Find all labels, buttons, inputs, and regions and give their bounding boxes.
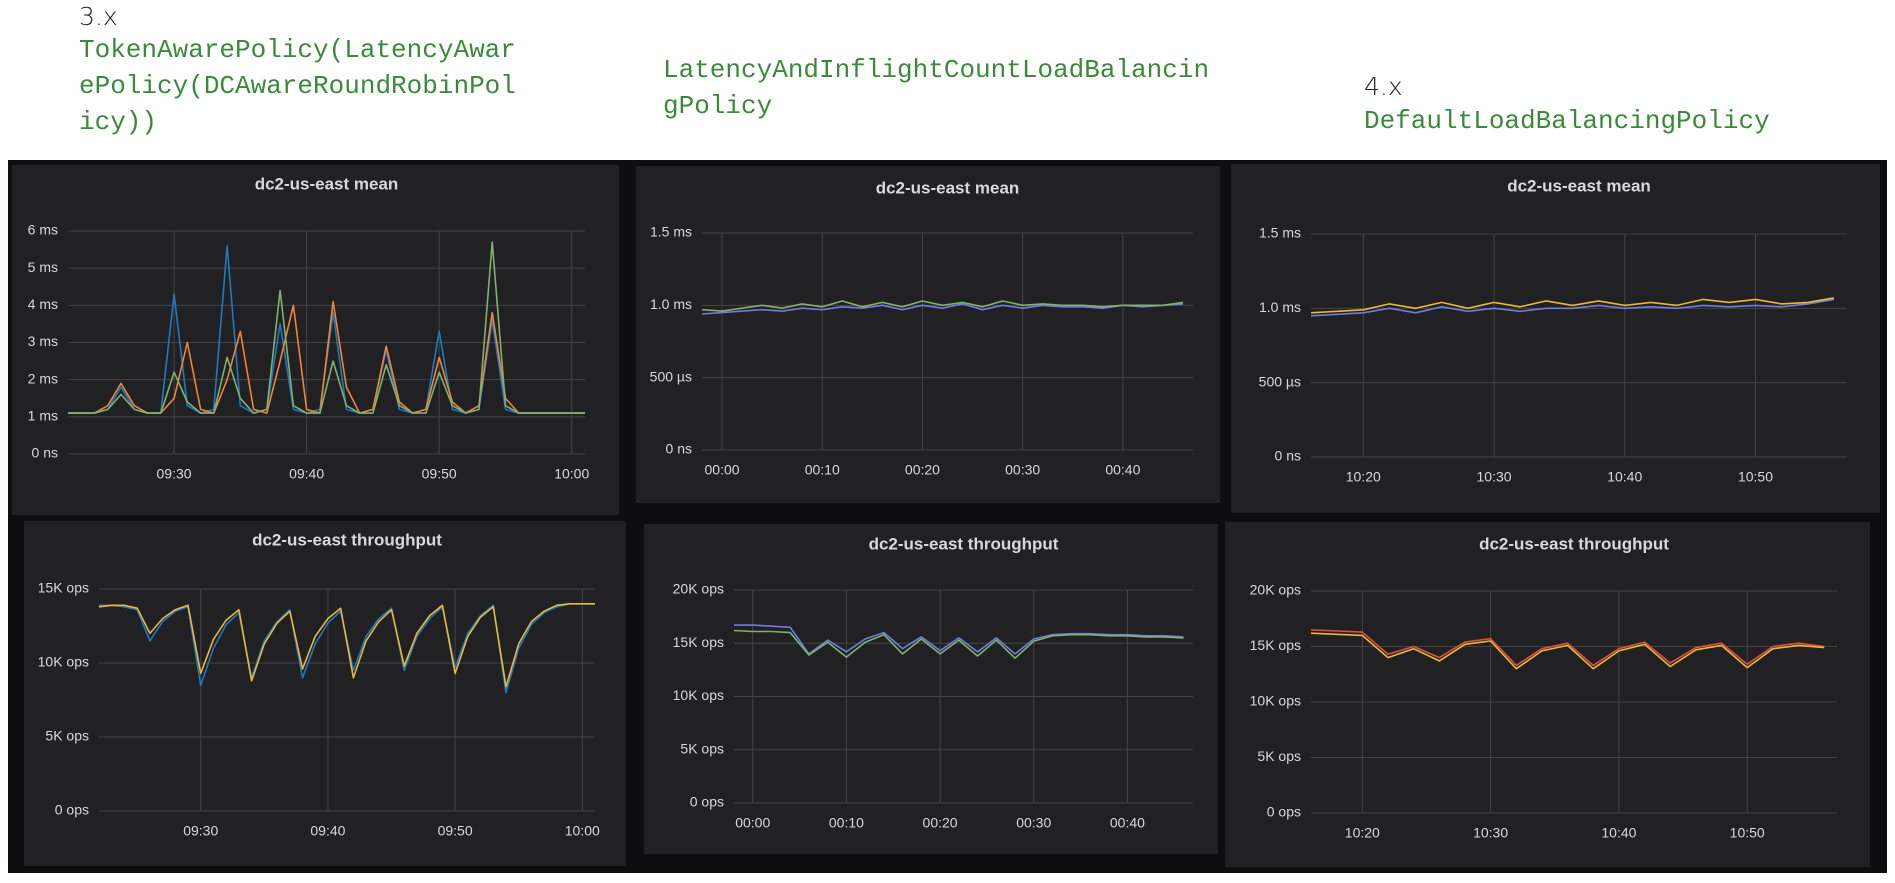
x-tick-label: 09:30	[183, 823, 218, 839]
series-line	[68, 241, 585, 414]
x-tick-label: 00:30	[1005, 462, 1040, 478]
y-tick-label: 0 ns	[666, 441, 692, 457]
x-tick-label: 00:10	[829, 815, 864, 831]
y-tick-label: 1.0 ms	[650, 296, 692, 312]
y-tick-label: 500 µs	[1259, 373, 1301, 389]
series-line	[98, 603, 595, 688]
chart-title: dc2-us-east throughput	[252, 530, 442, 549]
y-tick-label: 2 ms	[28, 370, 58, 386]
y-tick-label: 15K ops	[38, 580, 89, 596]
x-tick-label: 00:20	[905, 462, 940, 478]
x-tick-label: 09:50	[422, 466, 457, 482]
x-tick-label: 09:40	[310, 823, 345, 839]
chart-title: dc2-us-east mean	[255, 174, 399, 193]
y-tick-label: 15K ops	[673, 634, 724, 650]
series-line	[1310, 297, 1835, 314]
policy: TokenAwarePolicy(LatencyAwarePolicy(DCAw…	[79, 35, 516, 137]
y-tick-label: 15K ops	[1250, 637, 1301, 653]
x-tick-label: 10:00	[565, 823, 600, 839]
x-tick-label: 10:50	[1738, 469, 1773, 485]
y-tick-label: 20K ops	[1250, 582, 1301, 598]
panel	[636, 166, 1220, 503]
y-tick-label: 10K ops	[1250, 693, 1301, 709]
policy: DefaultLoadBalancingPolicy	[1364, 106, 1770, 136]
x-tick-label: 00:00	[735, 815, 770, 831]
y-tick-label: 1.5 ms	[1259, 225, 1301, 241]
version: 4.x	[1364, 72, 1403, 101]
y-tick-label: 6 ms	[28, 222, 58, 238]
panel	[12, 165, 619, 515]
panel	[1225, 522, 1870, 867]
chart-title: dc2-us-east mean	[1507, 176, 1651, 195]
y-tick-label: 500 µs	[650, 368, 692, 384]
x-tick-label: 10:50	[1730, 825, 1765, 841]
x-tick-label: 00:40	[1105, 462, 1140, 478]
y-tick-label: 1 ms	[28, 408, 58, 424]
x-tick-label: 09:50	[438, 823, 473, 839]
chart-title: dc2-us-east throughput	[869, 534, 1059, 553]
y-tick-label: 5K ops	[45, 728, 89, 744]
y-tick-label: 0 ops	[690, 794, 724, 810]
x-tick-label: 10:00	[554, 466, 589, 482]
panel	[1231, 164, 1880, 513]
y-tick-label: 5K ops	[680, 740, 724, 756]
x-tick-label: 10:40	[1601, 825, 1636, 841]
series-line	[701, 300, 1184, 312]
x-tick-label: 09:40	[289, 466, 324, 482]
series-line	[1310, 298, 1835, 317]
x-tick-label: 10:30	[1473, 825, 1508, 841]
y-tick-label: 3 ms	[28, 333, 58, 349]
y-tick-label: 5 ms	[28, 259, 58, 275]
x-tick-label: 00:40	[1110, 815, 1145, 831]
panel	[644, 524, 1218, 854]
x-tick-label: 00:20	[923, 815, 958, 831]
series-line	[733, 629, 1184, 659]
y-tick-label: 10K ops	[673, 687, 724, 703]
y-tick-label: 20K ops	[673, 581, 724, 597]
y-tick-label: 5K ops	[1257, 748, 1301, 764]
y-tick-label: 0 ops	[55, 802, 89, 818]
y-tick-label: 0 ns	[1275, 448, 1301, 464]
series-line	[1310, 629, 1825, 667]
y-tick-label: 4 ms	[28, 296, 58, 312]
x-tick-label: 09:30	[157, 466, 192, 482]
y-tick-label: 1.5 ms	[650, 224, 692, 240]
x-tick-label: 00:10	[805, 462, 840, 478]
x-tick-label: 10:30	[1477, 469, 1512, 485]
chart-title: dc2-us-east throughput	[1479, 534, 1669, 553]
series-line	[701, 303, 1184, 315]
panel	[24, 521, 626, 866]
x-tick-label: 10:40	[1607, 469, 1642, 485]
y-tick-label: 1.0 ms	[1259, 299, 1301, 315]
version: 3.x	[79, 2, 118, 31]
x-tick-label: 00:00	[705, 462, 740, 478]
policy: LatencyAndInflightCountLoadBalancingPoli…	[663, 55, 1210, 121]
y-tick-label: 0 ns	[32, 445, 58, 461]
x-tick-label: 10:20	[1345, 825, 1380, 841]
y-tick-label: 10K ops	[38, 654, 89, 670]
y-tick-label: 0 ops	[1267, 804, 1301, 820]
series-line	[1310, 632, 1825, 670]
x-tick-label: 00:30	[1016, 815, 1051, 831]
chart-title: dc2-us-east mean	[876, 178, 1020, 197]
x-tick-label: 10:20	[1346, 469, 1381, 485]
